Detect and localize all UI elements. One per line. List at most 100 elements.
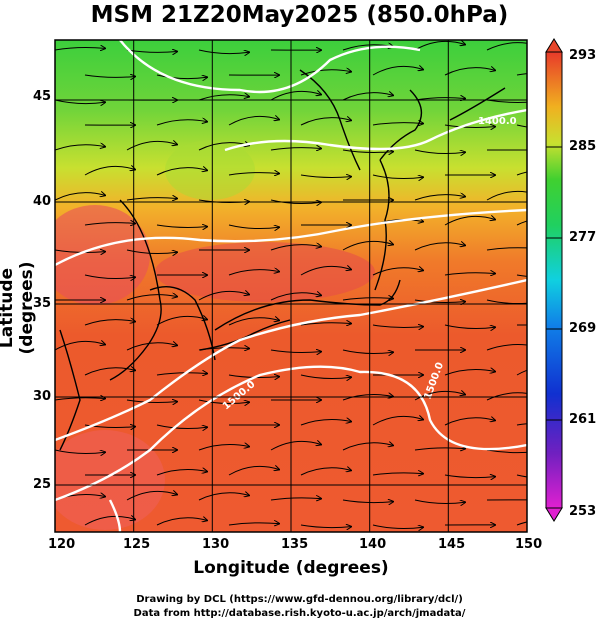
streamline bbox=[300, 118, 351, 126]
streamline bbox=[270, 148, 321, 150]
streamline bbox=[270, 245, 321, 251]
streamline bbox=[486, 42, 527, 51]
streamline bbox=[126, 250, 177, 254]
streamline bbox=[270, 91, 321, 101]
streamline bbox=[198, 50, 249, 54]
streamline bbox=[198, 291, 249, 301]
streamline bbox=[414, 448, 465, 450]
map-title: MSM 21Z20May2025 (850.0hPa) bbox=[90, 2, 509, 28]
streamline bbox=[55, 100, 105, 104]
streamlines bbox=[55, 41, 527, 529]
streamline bbox=[270, 293, 321, 301]
streamline bbox=[228, 225, 279, 229]
contour-label: 1400.0 bbox=[478, 116, 517, 127]
streamline bbox=[300, 175, 351, 177]
streamline bbox=[486, 99, 527, 103]
streamline bbox=[228, 173, 279, 175]
credit-data: Data from http://database.rish.kyoto-u.a… bbox=[133, 608, 466, 619]
streamline bbox=[516, 369, 527, 376]
streamline bbox=[55, 145, 105, 151]
streamline bbox=[486, 247, 527, 251]
streamline bbox=[228, 466, 279, 476]
streamline bbox=[198, 400, 249, 404]
streamline bbox=[270, 350, 321, 353]
streamline bbox=[300, 420, 351, 426]
streamline bbox=[372, 525, 423, 529]
y-tick: 45 bbox=[33, 89, 52, 104]
streamline bbox=[228, 270, 279, 276]
streamline bbox=[486, 344, 527, 351]
streamline bbox=[228, 318, 279, 326]
streamline bbox=[372, 473, 423, 475]
streamline bbox=[84, 75, 135, 77]
x-tick: 125 bbox=[123, 537, 151, 552]
streamline bbox=[486, 392, 527, 401]
streamline bbox=[342, 298, 393, 300]
streamline bbox=[372, 325, 423, 328]
streamline bbox=[516, 423, 527, 426]
streamline bbox=[300, 375, 351, 379]
x-tick: 135 bbox=[281, 537, 309, 552]
streamline bbox=[126, 198, 177, 200]
streamline bbox=[156, 168, 207, 176]
streamline bbox=[414, 41, 465, 51]
streamline bbox=[414, 243, 465, 251]
streamline bbox=[516, 73, 527, 76]
streamline bbox=[198, 493, 249, 501]
streamline bbox=[84, 166, 135, 176]
streamline bbox=[444, 475, 495, 478]
temperature-field bbox=[55, 40, 527, 532]
credit-drawing: Drawing by DCL (https://www.gfd-dennou.o… bbox=[136, 594, 463, 605]
streamline bbox=[84, 275, 135, 279]
streamline bbox=[444, 325, 495, 329]
streamline bbox=[414, 98, 465, 100]
streamline bbox=[486, 190, 527, 201]
y-tick: 40 bbox=[33, 194, 52, 209]
colorbar-tick: 293 bbox=[569, 48, 597, 63]
streamline bbox=[270, 441, 321, 451]
streamline bbox=[372, 416, 423, 426]
streamline bbox=[414, 195, 465, 201]
x-tick: 140 bbox=[359, 537, 387, 552]
streamline bbox=[516, 521, 527, 526]
grid-lines bbox=[55, 40, 527, 532]
streamline bbox=[444, 370, 495, 376]
y-tick: 35 bbox=[33, 296, 52, 311]
streamline bbox=[486, 449, 527, 454]
streamline bbox=[444, 216, 495, 226]
plot-frame bbox=[54, 39, 528, 533]
streamline bbox=[270, 200, 321, 204]
streamline bbox=[342, 500, 393, 503]
streamline bbox=[55, 341, 105, 351]
streamline bbox=[414, 150, 465, 154]
streamline bbox=[414, 300, 465, 303]
streamline bbox=[156, 518, 207, 526]
streamline bbox=[55, 48, 105, 51]
streamline bbox=[300, 525, 351, 528]
streamline bbox=[342, 395, 393, 401]
streamline bbox=[126, 400, 177, 403]
streamline bbox=[228, 523, 279, 525]
streamline bbox=[55, 193, 105, 201]
colorbar-tick: 277 bbox=[569, 230, 597, 245]
x-tick: 130 bbox=[202, 537, 230, 552]
streamline bbox=[516, 171, 527, 176]
streamline bbox=[444, 273, 495, 275]
streamline bbox=[198, 95, 249, 101]
y-tick: 25 bbox=[33, 477, 52, 492]
x-axis-label: Longitude (degrees) bbox=[193, 558, 389, 578]
streamline bbox=[516, 220, 527, 226]
streamline bbox=[414, 500, 465, 504]
streamline bbox=[228, 116, 279, 126]
streamline bbox=[126, 141, 177, 151]
streamline bbox=[300, 323, 351, 325]
streamline bbox=[342, 350, 393, 354]
streamline bbox=[156, 373, 207, 375]
streamline bbox=[126, 491, 177, 501]
streamline bbox=[156, 425, 207, 429]
streamline bbox=[372, 175, 423, 179]
y-tick: 30 bbox=[33, 389, 52, 404]
streamline bbox=[300, 468, 351, 476]
height-contours bbox=[55, 40, 527, 532]
